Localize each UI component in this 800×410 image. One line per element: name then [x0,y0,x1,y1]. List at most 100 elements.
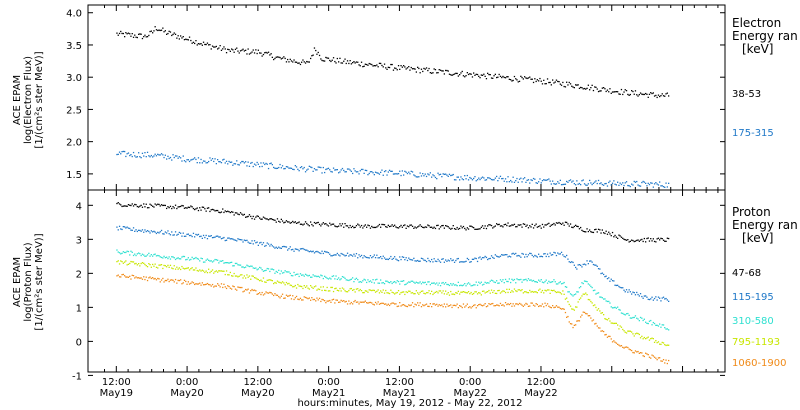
data-point [144,34,146,36]
data-point [429,226,431,228]
data-point [499,75,502,77]
data-point [513,278,516,281]
data-point [236,275,238,277]
data-point [450,174,452,177]
data-point [392,281,395,283]
data-point [619,345,621,347]
data-point [190,159,192,161]
data-point [242,241,244,243]
data-point [260,218,262,220]
data-point [413,257,415,259]
data-point [129,154,131,157]
data-point [196,207,198,209]
data-point [455,72,457,74]
data-point [322,277,324,280]
data-point [653,341,656,343]
data-point [261,291,263,294]
data-point [529,289,531,292]
data-point [625,346,628,348]
data-point [540,182,542,184]
data-point [539,288,541,290]
data-point [195,208,197,210]
data-point [251,161,253,164]
data-point [521,281,523,283]
data-point [325,302,327,304]
data-point [382,223,384,226]
data-point [659,357,661,359]
data-point [476,293,479,295]
data-point [352,289,354,291]
data-point [381,291,383,293]
data-point [600,312,602,314]
data-point [501,291,503,293]
data-point [441,258,443,260]
data-point [186,258,188,261]
data-point [546,289,549,291]
data-point [476,179,479,181]
data-point [355,301,358,303]
data-point [415,260,417,262]
data-point [397,280,400,283]
data-point [224,162,226,164]
data-point [582,282,584,285]
data-point [251,288,253,291]
data-point [190,234,192,237]
data-point [209,260,211,262]
data-point [591,84,593,86]
data-point [622,287,624,289]
data-point [215,163,217,165]
data-point [665,297,667,300]
data-point [177,35,179,37]
data-point [241,266,243,268]
data-point [336,169,338,171]
data-point [121,151,123,153]
data-point [160,256,163,259]
data-point [182,232,184,234]
data-point [388,292,391,295]
data-point [534,281,536,283]
data-point [494,73,496,75]
data-point [401,66,403,68]
data-point [650,319,652,322]
data-point [139,205,141,207]
data-point [301,248,303,250]
data-point [149,255,151,257]
data-point [262,53,265,56]
data-point [447,305,449,307]
data-point [171,207,173,210]
data-point [214,46,216,48]
data-point [619,309,621,311]
data-point [199,207,201,209]
data-point [445,69,447,72]
data-point [567,315,569,318]
data-point [446,293,448,295]
data-point [436,260,438,263]
data-point [339,255,341,257]
data-point [418,67,420,70]
data-point [554,183,556,185]
data-point [150,266,152,268]
data-point [380,290,382,292]
data-point [145,156,147,158]
data-point [422,281,424,283]
data-point [557,283,559,285]
data-point [532,256,535,258]
data-point [116,261,118,263]
data-point [391,224,393,226]
data-point [273,166,275,169]
data-point [403,280,405,282]
data-point [290,298,293,300]
data-point [512,291,514,293]
data-point [283,222,285,224]
data-point [447,259,449,261]
data-point [433,303,435,305]
data-point [186,207,188,209]
data-point [652,186,654,188]
data-point [239,212,242,214]
data-point [443,303,445,305]
data-point [167,32,169,35]
data-point [641,93,643,95]
data-point [237,264,239,266]
data-point [302,287,304,290]
data-point [520,290,522,292]
